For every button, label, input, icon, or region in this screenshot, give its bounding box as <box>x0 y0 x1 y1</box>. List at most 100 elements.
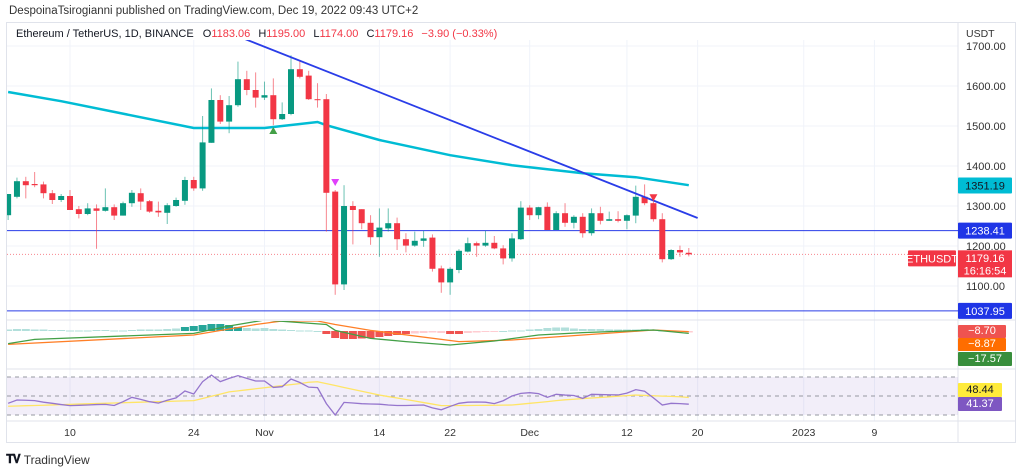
price-pane[interactable] <box>5 19 958 312</box>
candle-body <box>84 208 91 214</box>
macd-histogram-bar <box>295 330 304 332</box>
candle-body <box>314 99 321 101</box>
candle-body <box>13 181 20 197</box>
candle-body <box>49 193 56 200</box>
rsi-pane[interactable] <box>7 374 958 417</box>
rsi-ma-label-bg <box>958 383 1002 397</box>
candle-body <box>579 216 586 234</box>
macd-histogram-bar <box>516 330 525 332</box>
candle-body <box>562 213 569 223</box>
last-price-label: 1179.16 <box>966 253 1005 265</box>
candle-body <box>535 207 542 216</box>
level-price-label: 1238.41 <box>965 226 1005 238</box>
candle-body <box>402 239 409 246</box>
candle-body <box>420 238 427 241</box>
macd-histogram-bar <box>127 330 136 331</box>
macd-histogram-label-bg <box>958 325 1006 338</box>
candle-body <box>553 213 560 230</box>
macd-histogram-bar <box>233 327 242 331</box>
candle-body <box>173 200 180 206</box>
time-tick: Dec <box>520 427 539 439</box>
macd-histogram-bar <box>508 330 516 332</box>
macd-value-label: −17.57 <box>968 353 1002 365</box>
candle-body <box>615 219 622 221</box>
candle-body <box>668 250 675 260</box>
tradingview-logo-text: TradingView <box>23 452 90 467</box>
macd-signal-label: −8.87 <box>968 338 996 350</box>
candle-body <box>623 215 630 221</box>
candle-body <box>358 209 365 224</box>
macd-histogram-bar <box>446 331 455 334</box>
tradingview-logo[interactable]: 𝐓𝐕 TradingView <box>6 452 90 467</box>
candle-body <box>341 206 348 285</box>
tradingview-logo-icon: 𝐓𝐕 <box>6 452 21 466</box>
close-label: C <box>366 28 375 40</box>
time-tick: 10 <box>64 427 76 439</box>
candle-body <box>332 191 339 285</box>
candle-body <box>349 206 356 210</box>
candle-body <box>40 184 47 194</box>
macd-histogram-bar <box>110 330 119 332</box>
candle-body <box>394 223 401 240</box>
candle-body <box>597 213 604 221</box>
macd-histogram-bar <box>366 331 375 338</box>
macd-value-label-bg <box>958 352 1012 366</box>
macd-histogram-bar <box>525 329 534 331</box>
macd-histogram-bar <box>569 328 578 331</box>
macd-histogram-bar <box>242 328 251 331</box>
symbol-title[interactable]: Ethereum / TetherUS, 1D, BINANCE <box>16 28 194 40</box>
macd-histogram-bar <box>145 329 154 331</box>
candle-body <box>164 205 171 213</box>
macd-histogram-bar <box>384 331 393 336</box>
macd-pane[interactable] <box>4 320 693 346</box>
candle-body <box>58 196 65 200</box>
macd-histogram-bar <box>189 326 198 331</box>
level-price-label: 1037.95 <box>965 306 1005 318</box>
candle-body <box>305 75 312 100</box>
candle-body <box>252 90 259 98</box>
level-price-label-bg <box>958 302 1012 319</box>
candle-body <box>570 216 577 223</box>
macd-histogram-bar <box>83 330 92 332</box>
candle-body <box>226 105 233 122</box>
candle-body <box>75 209 82 214</box>
candle-body <box>155 210 162 213</box>
price-tick: 1600.00 <box>966 81 1006 93</box>
candle-body <box>111 207 118 216</box>
macd-histogram-bar <box>21 329 30 331</box>
candle-body <box>7 194 12 216</box>
candle-body <box>447 268 454 283</box>
macd-histogram-bar <box>375 331 384 337</box>
macd-histogram-bar <box>172 328 181 331</box>
candle-body <box>261 95 268 98</box>
candle-body <box>685 252 692 255</box>
candle-body <box>323 99 330 193</box>
macd-histogram-bar <box>225 325 234 331</box>
macd-histogram-bar <box>57 330 66 331</box>
symbol-label-bg <box>908 250 956 267</box>
macd-signal-line <box>8 321 689 345</box>
time-tick: 24 <box>188 427 200 439</box>
macd-histogram-bar <box>119 330 128 332</box>
candle-body <box>279 114 286 120</box>
candle-body <box>181 180 188 201</box>
candle-body <box>217 100 224 122</box>
time-axis[interactable]: 10 24 Nov 14 22 Dec 12 20 2023 9 <box>64 427 877 439</box>
macd-histogram-bar <box>340 331 349 339</box>
candle-body <box>632 196 639 216</box>
candle-body <box>659 219 666 260</box>
macd-histogram-bar <box>684 331 693 333</box>
triangle-down-marker-icon <box>649 194 658 202</box>
macd-histogram-bar <box>587 329 596 331</box>
macd-histogram-bar <box>101 330 110 331</box>
price-axis[interactable]: 1700.00 1600.00 1500.00 1400.00 1300.00 1200.… <box>966 41 1006 293</box>
candle-body <box>438 268 445 283</box>
macd-histogram-bar <box>322 331 331 334</box>
symbol-label: ETHUSDT <box>906 253 958 265</box>
candle-body <box>288 69 294 114</box>
macd-histogram-bar <box>260 328 269 331</box>
candle-body <box>199 142 206 189</box>
macd-histogram-bar <box>454 331 463 334</box>
macd-histogram-bar <box>304 330 313 332</box>
